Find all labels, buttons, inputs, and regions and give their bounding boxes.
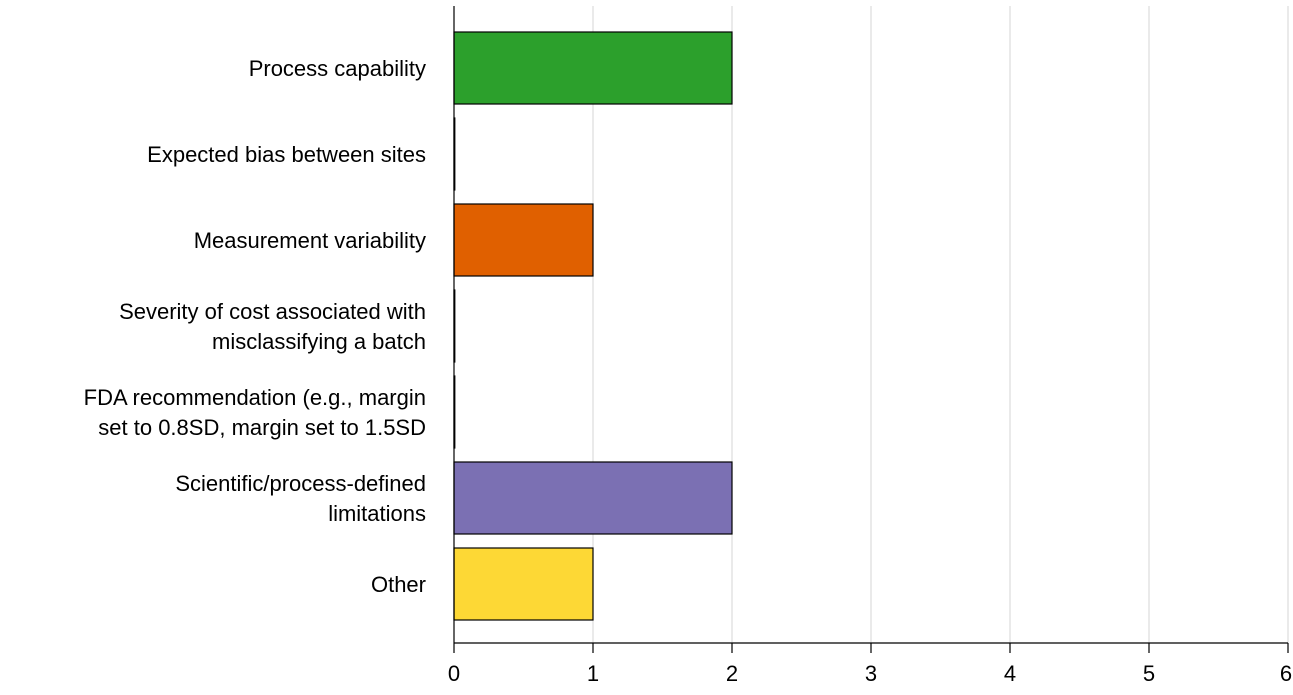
category-label-6-line-1: Scientific/process-defined [175,471,426,496]
x-tick-label-0: 0 [448,661,460,686]
x-tick-label-6: 6 [1280,661,1292,686]
x-tick-label-5: 5 [1143,661,1155,686]
x-tick-label-2: 2 [726,661,738,686]
x-tick-label-3: 3 [865,661,877,686]
category-label-3: Measurement variability [194,228,426,253]
bar-7 [453,547,594,621]
category-label-5-line-1: FDA recommendation (e.g., margin [84,385,426,410]
category-label-4-line-1: Severity of cost associated with [119,299,426,324]
category-label-6-line-2: limitations [328,501,426,526]
bar-3 [453,203,594,277]
bar-6 [453,461,733,535]
category-label-7: Other [371,572,426,597]
x-tick-labels: 0 1 2 3 4 5 6 [448,643,1292,686]
category-label-5-line-2: set to 0.8SD, margin set to 1.5SD [98,415,426,440]
bar-1 [453,31,733,105]
gridlines [592,6,1289,643]
category-labels: Process capability Expected bias between … [84,56,426,597]
category-label-2: Expected bias between sites [147,142,426,167]
x-tick-label-1: 1 [587,661,599,686]
category-label-4-line-2: misclassifying a batch [212,329,426,354]
category-label-1: Process capability [249,56,426,81]
x-tick-label-4: 4 [1004,661,1016,686]
